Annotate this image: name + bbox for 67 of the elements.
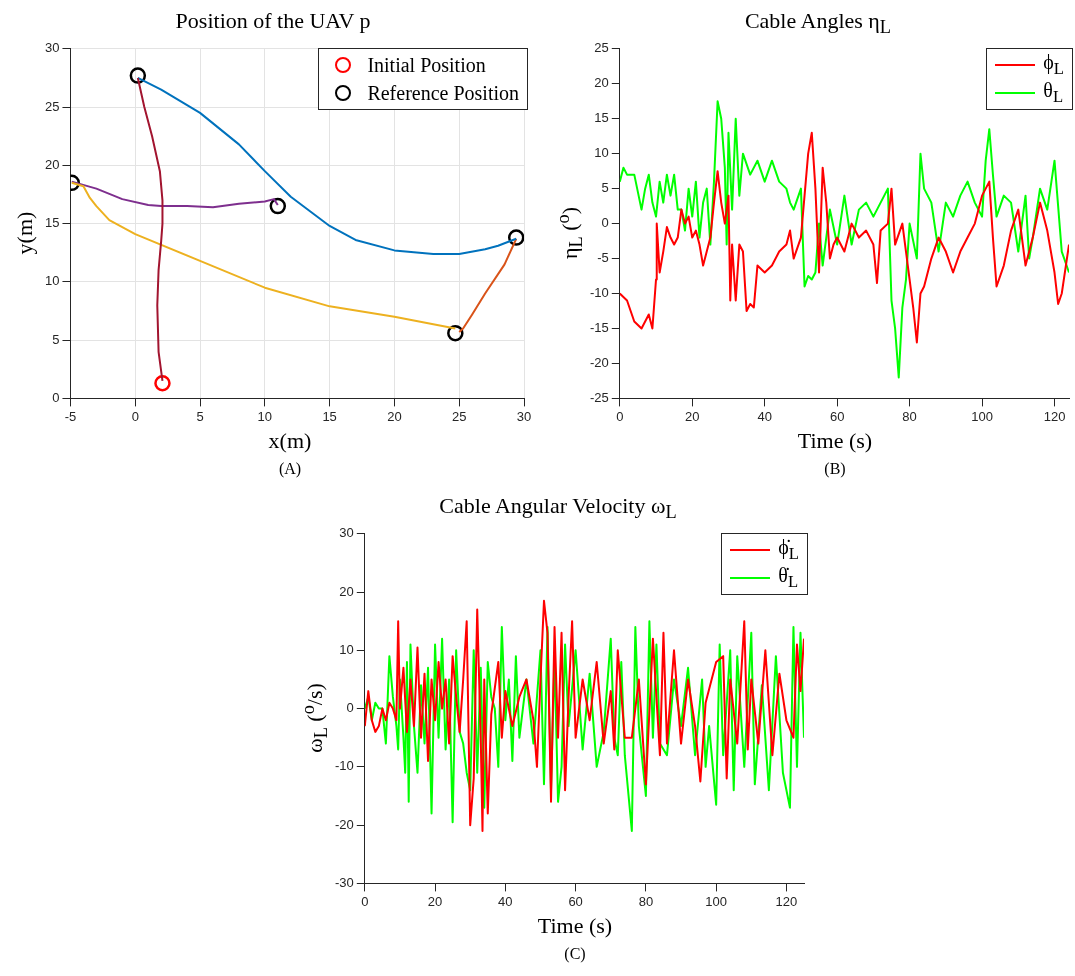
point (154, 375, 171, 392)
x-tick-label: 100 (971, 408, 993, 424)
x-tick-label: 10 (257, 408, 273, 424)
y-tick-label: 5 (52, 331, 60, 347)
x-tick-label: 80 (902, 408, 917, 424)
x-tick-label: 40 (757, 408, 772, 424)
x-tick-label: 20 (387, 408, 402, 424)
y-tick-label: 30 (339, 525, 354, 541)
y-tick-label: 15 (44, 215, 60, 231)
x-tick-label: 120 (1043, 408, 1066, 424)
y-tick-label: 10 (339, 641, 354, 657)
y-tick-label: 15 (594, 110, 609, 126)
legend-label: Reference Position (367, 81, 519, 105)
x-axis-title: x(m) (267, 428, 313, 454)
chart-title: Position of the UAV p (174, 8, 372, 35)
x-axis-title: Time (s) (536, 913, 614, 939)
legend-label: Initial Position (367, 53, 486, 77)
point (269, 197, 287, 215)
y-tick-label: 5 (601, 180, 609, 196)
text: (B) (823, 460, 847, 478)
x-tick-label: 15 (322, 408, 337, 424)
y-tick-label: 0 (52, 389, 60, 405)
y-axis-title: y(m) (12, 211, 38, 255)
x-tick-label: 0 (616, 408, 624, 424)
point (129, 67, 147, 84)
chart-title: Cable Angles η$_{L}$ (743, 8, 893, 38)
x-tick-label: 20 (427, 893, 443, 909)
chart-title: Cable Angular Velocity ω$_{L}$ (438, 493, 678, 523)
x-tick-label: 40 (498, 893, 513, 909)
y-tick-label: 0 (346, 700, 354, 716)
y-tick-label: 25 (594, 40, 609, 56)
y-tick-label: -25 (589, 389, 609, 405)
y-tick-label: -20 (334, 816, 354, 832)
legend-label: θ$_{L}$ (1043, 79, 1064, 107)
legend-label: ϕ̇$_{L}$ (778, 536, 799, 564)
x-tick-label: 60 (829, 408, 845, 424)
x-tick-label: 80 (638, 893, 654, 909)
x-tick-label: 100 (705, 893, 728, 909)
x-tick-label: 30 (516, 408, 532, 424)
y-tick-label: 20 (44, 156, 60, 172)
y-tick-label: 20 (339, 583, 354, 599)
y-tick-label: -5 (597, 250, 609, 266)
x-tick-label: -5 (64, 408, 77, 424)
y-tick-label: 25 (44, 98, 60, 114)
y-tick-label: 10 (594, 145, 609, 161)
y-tick-label: -10 (334, 758, 354, 774)
legend-label: ϕ$_{L}$ (1043, 51, 1064, 79)
text: (C) (563, 945, 587, 963)
y-tick-label: -10 (589, 285, 609, 301)
x-tick-label: 0 (361, 893, 369, 909)
x-tick-label: 60 (568, 893, 583, 909)
y-tick-label: 10 (44, 273, 60, 289)
x-tick-label: 0 (131, 408, 139, 424)
y-tick-label: 30 (44, 40, 60, 56)
y-tick-label: 0 (601, 215, 609, 231)
y-tick-label: -20 (589, 355, 609, 371)
point (507, 229, 524, 246)
x-tick-label: 5 (196, 408, 204, 424)
x-tick-label: 20 (685, 408, 700, 424)
text: (A) (277, 460, 303, 478)
y-tick-label: -15 (589, 320, 609, 336)
x-tick-label: 25 (451, 408, 467, 424)
y-tick-label: 20 (594, 75, 609, 91)
x-axis-title: Time (s) (796, 428, 874, 454)
y-tick-label: -30 (334, 874, 354, 890)
legend-label: θ̇$_{L}$ (778, 564, 799, 592)
x-tick-label: 120 (775, 893, 798, 909)
